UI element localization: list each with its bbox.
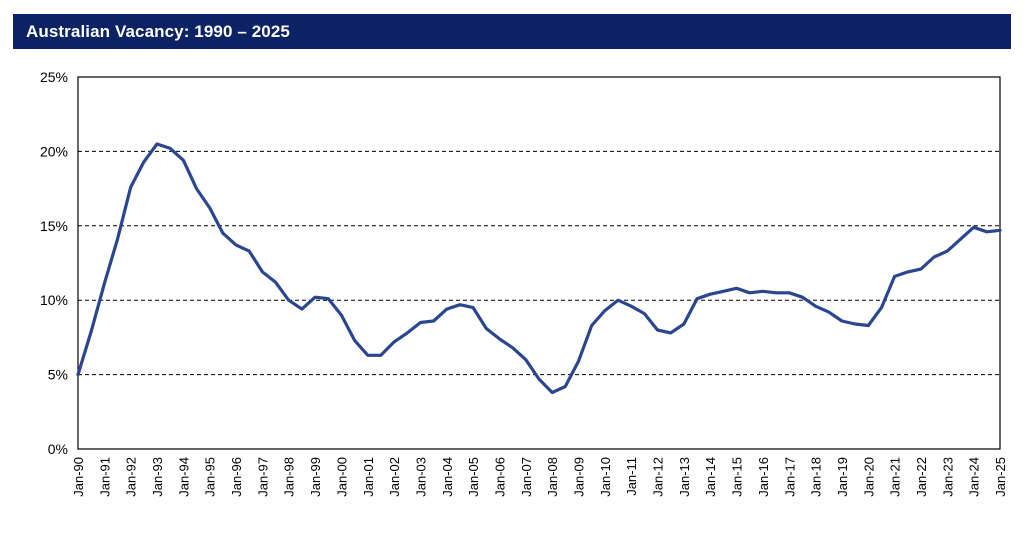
y-tick-label: 15%	[40, 218, 68, 234]
x-tick-label: Jan-90	[71, 457, 86, 497]
x-tick-label: Jan-92	[124, 457, 139, 497]
title-bar: Australian Vacancy: 1990 – 2025	[13, 14, 1011, 49]
x-tick-label: Jan-21	[888, 457, 903, 497]
x-tick-label: Jan-96	[229, 457, 244, 497]
chart-title: Australian Vacancy: 1990 – 2025	[26, 22, 290, 41]
x-tick-label: Jan-98	[282, 457, 297, 497]
x-tick-label: Jan-04	[440, 457, 455, 497]
y-tick-label: 20%	[40, 143, 68, 159]
x-tick-label: Jan-07	[519, 457, 534, 497]
x-tick-label: Jan-24	[967, 457, 982, 497]
x-tick-label: Jan-01	[361, 457, 376, 497]
y-axis: 0% 5% 10% 15% 20% 25%	[40, 69, 68, 457]
x-tick-label: Jan-19	[835, 457, 850, 497]
x-tick-label: Jan-95	[203, 457, 218, 497]
vacancy-series-line	[76, 142, 1002, 395]
x-tick-label: Jan-14	[703, 457, 718, 497]
x-axis: Jan-90 Jan-91 Jan-92 Jan-93 Jan-94 Jan-95 Jan-…	[71, 457, 1008, 497]
gridlines	[78, 150, 1000, 376]
x-tick-label: Jan-25	[993, 457, 1008, 497]
x-tick-label: Jan-20	[861, 457, 876, 497]
x-tick-label: Jan-17	[782, 457, 797, 497]
x-tick-label: Jan-93	[150, 457, 165, 497]
x-tick-label: Jan-00	[334, 457, 349, 497]
x-tick-label: Jan-10	[598, 457, 613, 497]
plot-frame	[77, 76, 1001, 450]
x-tick-label: Jan-08	[545, 457, 560, 497]
x-tick-label: Jan-16	[756, 457, 771, 497]
y-tick-label: 5%	[48, 367, 68, 383]
x-tick-label: Jan-06	[492, 457, 507, 497]
x-tick-label: Jan-23	[940, 457, 955, 497]
x-tick-label: Jan-09	[572, 457, 587, 497]
x-tick-label: Jan-97	[255, 457, 270, 497]
x-tick-label: Jan-02	[387, 457, 402, 497]
x-tick-label: Jan-91	[97, 457, 112, 497]
x-tick-label: Jan-99	[308, 457, 323, 497]
x-tick-label: Jan-13	[677, 457, 692, 497]
x-tick-label: Jan-22	[914, 457, 929, 497]
y-tick-label: 10%	[40, 292, 68, 308]
x-tick-label: Jan-18	[809, 457, 824, 497]
x-tick-label: Jan-11	[624, 457, 639, 496]
x-tick-label: Jan-12	[651, 457, 666, 497]
y-tick-label: 25%	[40, 69, 68, 85]
x-tick-label: Jan-05	[466, 457, 481, 497]
x-tick-label: Jan-15	[730, 457, 745, 497]
x-tick-label: Jan-03	[413, 457, 428, 497]
y-tick-label: 0%	[48, 441, 68, 457]
x-tick-label: Jan-94	[176, 457, 191, 497]
